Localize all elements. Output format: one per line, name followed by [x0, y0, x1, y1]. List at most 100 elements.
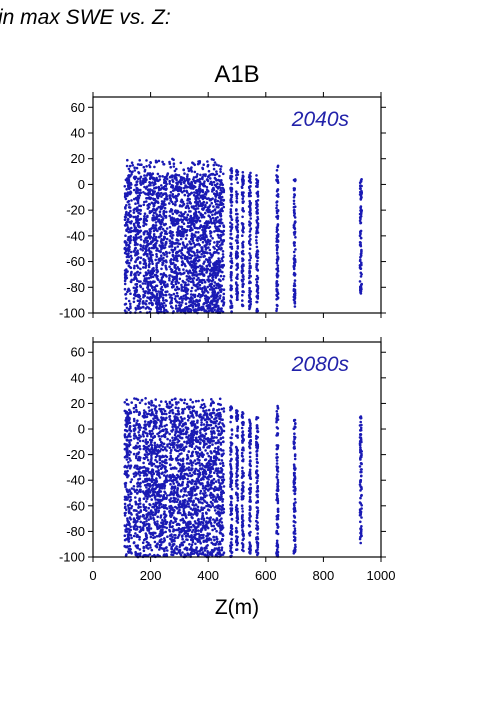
scatter-point	[180, 285, 184, 289]
scatter-point	[129, 250, 133, 254]
scatter-point	[255, 280, 259, 284]
scatter-point	[162, 209, 166, 213]
scatter-point	[168, 214, 171, 218]
scatter-point	[294, 236, 297, 239]
scatter-point	[192, 176, 196, 179]
scatter-point	[133, 224, 136, 227]
scatter-point	[136, 163, 140, 166]
scatter-point	[181, 262, 185, 265]
scatter-point	[358, 234, 362, 238]
scatter-point	[204, 294, 208, 298]
scatter-point	[276, 228, 279, 232]
scatter-point	[199, 224, 203, 227]
scatter-point	[229, 251, 233, 255]
scatter-point	[161, 296, 165, 300]
scatter-point	[194, 259, 197, 263]
scatter-point	[171, 425, 174, 429]
scatter-point	[169, 242, 172, 245]
scatter-point	[172, 439, 175, 442]
scatter-point	[155, 300, 158, 304]
scatter-point	[249, 171, 252, 175]
scatter-point	[142, 461, 145, 465]
scatter-point	[203, 489, 206, 493]
scatter-point	[241, 209, 245, 212]
scatter-point	[175, 220, 179, 224]
scatter-point	[255, 235, 258, 239]
scatter-point	[126, 192, 130, 195]
scatter-point	[160, 184, 163, 187]
scatter-point	[211, 172, 215, 176]
scatter-point	[211, 278, 215, 282]
scatter-point	[183, 256, 187, 260]
scatter-point	[211, 197, 214, 200]
scatter-point	[168, 202, 171, 205]
scatter-point	[222, 263, 225, 267]
scatter-point	[201, 177, 204, 181]
scatter-point	[158, 427, 161, 430]
scatter-point	[127, 307, 131, 311]
scatter-point	[183, 283, 187, 287]
scatter-point	[162, 212, 165, 216]
scatter-point	[144, 271, 148, 274]
scatter-point	[155, 297, 158, 300]
scatter-point	[185, 234, 189, 237]
scatter-point	[222, 225, 226, 228]
scatter-point	[123, 218, 127, 221]
scatter-point	[124, 483, 127, 487]
scatter-point	[145, 159, 148, 162]
scatter-point	[178, 277, 182, 281]
scatter-point	[133, 289, 137, 293]
scatter-point	[214, 218, 218, 222]
scatter-point	[136, 228, 139, 232]
scatter-point	[177, 174, 181, 177]
scatter-point	[205, 409, 208, 412]
scatter-point	[210, 286, 214, 290]
scatter-point	[142, 244, 145, 248]
scatter-point	[182, 228, 186, 231]
scatter-point	[196, 251, 199, 254]
scatter-point	[125, 204, 128, 207]
scatter-point	[183, 417, 186, 420]
scatter-point	[212, 297, 216, 300]
scatter-point	[148, 531, 151, 535]
scatter-point	[212, 163, 216, 167]
scatter-point	[221, 259, 224, 263]
scatter-point	[176, 217, 179, 221]
scatter-point	[166, 172, 170, 175]
scatter-point	[139, 245, 143, 248]
scatter-point	[123, 224, 127, 227]
scatter-point	[210, 541, 213, 545]
scatter-point	[202, 445, 205, 449]
scatter-point	[154, 238, 157, 242]
scatter-point	[166, 284, 169, 288]
scatter-point	[149, 192, 152, 196]
scatter-point	[136, 293, 140, 297]
scatter-point	[249, 217, 252, 220]
scatter-point	[186, 477, 189, 481]
scatter-point	[249, 201, 252, 205]
scatter-point	[193, 295, 197, 299]
scatter-point	[204, 205, 207, 209]
y-tick-label: 20	[71, 151, 85, 166]
scatter-point	[209, 234, 213, 238]
scatter-point	[256, 291, 260, 295]
scatter-point	[123, 273, 127, 277]
scatter-point	[123, 192, 127, 195]
scatter-point	[212, 205, 215, 208]
scatter-point	[189, 186, 193, 190]
scatter-point	[197, 189, 201, 192]
scatter-point	[182, 268, 185, 271]
scatter-point	[276, 264, 280, 267]
scatter-point	[170, 533, 173, 536]
scatter-point	[213, 299, 217, 303]
scatter-point	[182, 168, 185, 172]
scatter-point	[161, 288, 164, 292]
scatter-point	[188, 543, 191, 546]
scatter-point	[194, 195, 197, 199]
scatter-point	[150, 286, 154, 290]
scatter-point	[157, 187, 161, 190]
scatter-point	[215, 170, 218, 173]
scatter-point	[138, 194, 141, 197]
scatter-point	[196, 254, 199, 257]
scatter-point	[139, 520, 142, 524]
